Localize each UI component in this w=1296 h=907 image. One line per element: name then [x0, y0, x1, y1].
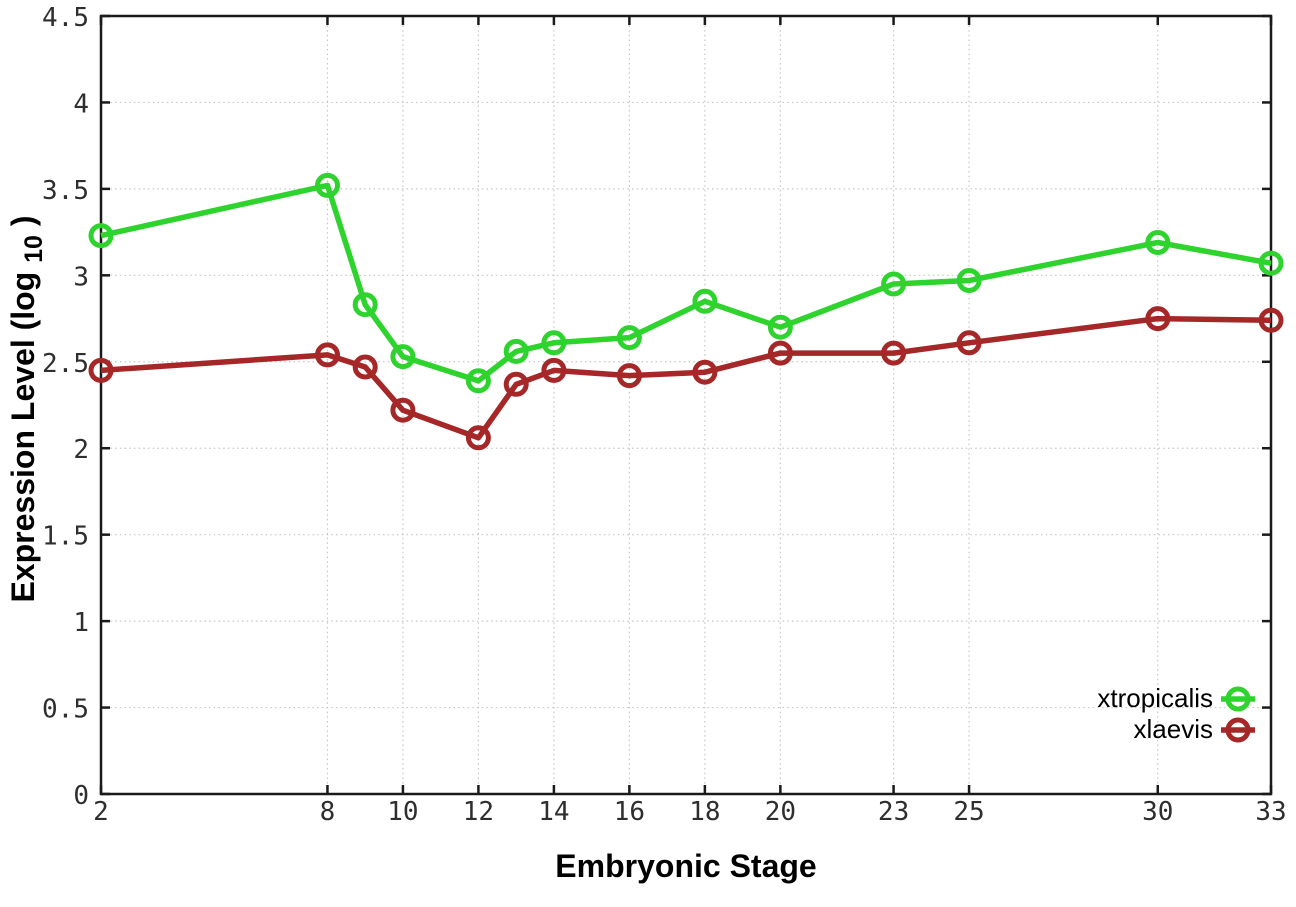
- x-tick-label: 16: [614, 797, 645, 827]
- legend-item-xtropicalis: xtropicalis: [1097, 683, 1255, 713]
- x-tick-label: 25: [953, 797, 984, 827]
- gridlines: [101, 16, 1271, 794]
- x-tick-label: 8: [320, 797, 336, 827]
- data-point-marker-xtropicalis: [956, 268, 982, 293]
- data-point-marker-xlaevis: [616, 363, 642, 389]
- y-tick-label: 0.5: [42, 695, 89, 725]
- data-point-marker-xlaevis: [352, 354, 378, 380]
- data-point-marker-xlaevis: [541, 357, 567, 383]
- data-point-marker-xlaevis: [88, 357, 114, 383]
- x-tick-label: 23: [878, 797, 909, 827]
- tick-labels: 2 8 10 12 14 16 18 20 23 25 30 33 0 0.5 1 1.5 2 2.5 3 3.5 4 4…: [42, 3, 1287, 827]
- data-point-marker-xtropicalis: [1258, 250, 1284, 276]
- plot-frame: [99, 14, 1273, 796]
- data-point-marker-xlaevis: [390, 397, 416, 423]
- y-axis-label: Expression Level (log 10 ): [5, 215, 49, 602]
- x-tick-label: 18: [689, 797, 720, 827]
- series-xtropicalis: [88, 172, 1284, 394]
- y-tick-label: 3.5: [42, 176, 89, 206]
- y-tick-label: 4.5: [42, 3, 89, 33]
- data-point-marker-xlaevis: [767, 340, 793, 366]
- data-point-marker-xtropicalis: [465, 368, 491, 394]
- x-tick-label: 10: [387, 797, 418, 827]
- legend-label-xtropicalis: xtropicalis: [1097, 683, 1213, 713]
- x-tick-label: 14: [538, 797, 569, 827]
- y-tick-label: 2: [73, 435, 89, 465]
- data-point-marker-xlaevis: [1145, 306, 1171, 332]
- x-axis-label: Embryonic Stage: [555, 848, 816, 884]
- data-point-marker-xlaevis: [1258, 307, 1284, 333]
- x-tick-label: 20: [765, 797, 796, 827]
- data-point-marker-xlaevis: [465, 425, 491, 451]
- y-axis-label-main: Expression Level (log: [5, 272, 41, 603]
- series-line-xtropicalis: [100, 182, 1272, 384]
- y-tick-label: 2.5: [42, 349, 89, 379]
- data-point-marker-xtropicalis: [692, 288, 718, 314]
- x-tick-label: 2: [93, 797, 109, 827]
- data-point-marker-xtropicalis: [616, 325, 642, 351]
- data-point-marker-xtropicalis: [88, 223, 114, 249]
- data-point-marker-xlaevis: [881, 340, 907, 366]
- x-tick-label: 30: [1142, 797, 1173, 827]
- legend-sample-marker-xlaevis: [1225, 717, 1251, 743]
- legend-sample-marker-xtropicalis: [1225, 686, 1251, 712]
- y-axis-label-close: ): [5, 215, 41, 226]
- data-point-marker-xtropicalis: [1145, 230, 1171, 255]
- x-tick-label: 12: [463, 797, 494, 827]
- series-line-xlaevis: [100, 315, 1272, 441]
- y-tick-label: 1.5: [42, 522, 89, 552]
- data-point-marker-xlaevis: [503, 371, 529, 397]
- data-point-marker-xtropicalis: [767, 314, 793, 340]
- data-point-marker-xlaevis: [956, 330, 982, 356]
- y-tick-label: 4: [73, 89, 89, 119]
- y-axis-label-subscript: 10: [20, 235, 48, 263]
- data-point-marker-xtropicalis: [881, 271, 907, 297]
- data-point-marker-xtropicalis: [315, 172, 340, 198]
- data-point-marker-xlaevis: [692, 359, 718, 385]
- data-point-marker-xtropicalis: [390, 344, 416, 370]
- y-tick-label: 1: [73, 608, 89, 638]
- legend-label-xlaevis: xlaevis: [1134, 714, 1213, 744]
- series-xlaevis: [88, 306, 1284, 451]
- data-point-marker-xtropicalis: [352, 292, 378, 318]
- y-tick-label: 3: [73, 262, 89, 292]
- axis-ticks: [99, 14, 1273, 796]
- y-tick-label: 0: [73, 781, 89, 811]
- data-point-marker-xlaevis: [315, 342, 340, 368]
- legend-item-xlaevis: xlaevis: [1134, 714, 1255, 744]
- data-point-marker-xtropicalis: [541, 330, 567, 356]
- x-tick-label: 33: [1255, 797, 1286, 827]
- data-series: [88, 172, 1284, 451]
- data-point-marker-xtropicalis: [503, 338, 529, 364]
